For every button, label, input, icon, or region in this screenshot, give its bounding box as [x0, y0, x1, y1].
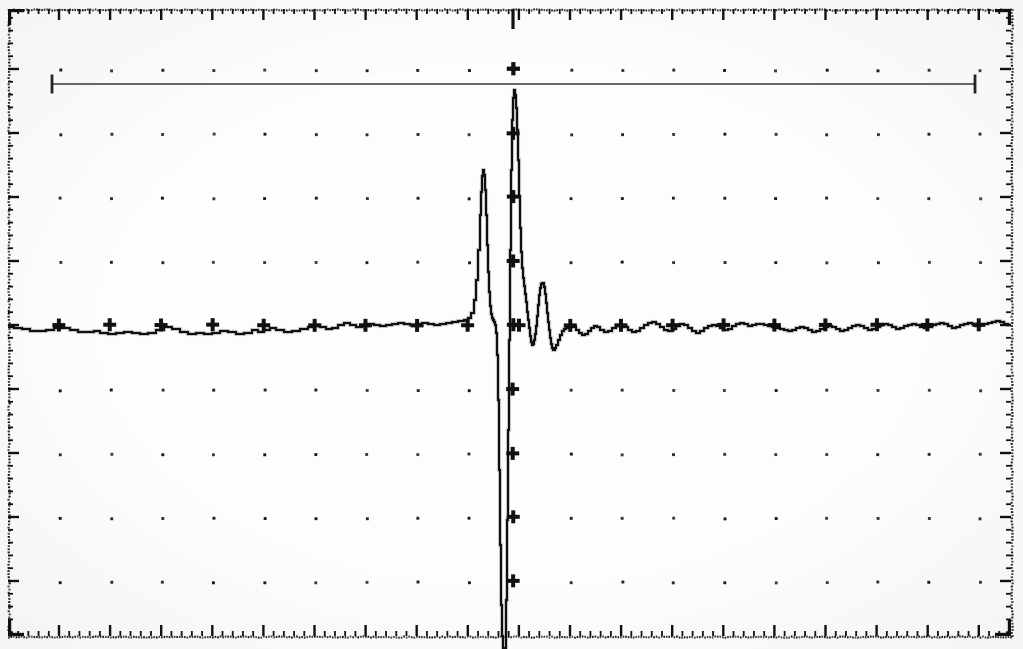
- graticule-tick-marks: [8, 9, 1011, 636]
- graticule-dot-grid: [58, 68, 983, 585]
- waveform-trace-ch1: [8, 87, 1011, 649]
- measurement-cursor-bar[interactable]: [50, 74, 977, 94]
